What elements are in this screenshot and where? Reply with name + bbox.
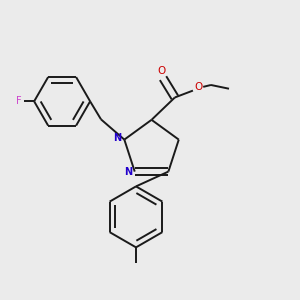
Text: F: F	[16, 96, 22, 106]
Text: N: N	[124, 167, 132, 177]
Text: O: O	[158, 66, 166, 76]
Text: O: O	[194, 82, 202, 92]
Text: N: N	[113, 133, 122, 143]
